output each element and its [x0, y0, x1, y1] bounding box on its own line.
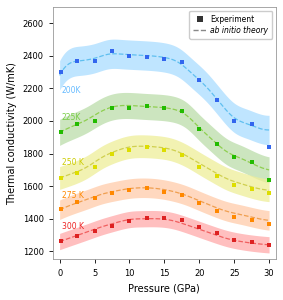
Point	[179, 60, 184, 65]
Point	[92, 164, 97, 169]
Point	[267, 177, 271, 182]
Point	[215, 98, 219, 102]
Point	[179, 153, 184, 158]
Text: 300 K: 300 K	[62, 222, 84, 231]
Text: 250 K: 250 K	[62, 158, 83, 167]
Point	[197, 224, 201, 229]
Point	[162, 148, 167, 153]
Point	[127, 106, 132, 110]
Point	[249, 159, 254, 164]
Point	[162, 215, 167, 220]
X-axis label: Pressure (GPa): Pressure (GPa)	[128, 283, 200, 293]
Point	[162, 106, 167, 110]
Point	[249, 218, 254, 223]
Point	[145, 185, 149, 190]
Point	[162, 190, 167, 194]
Point	[145, 55, 149, 60]
Point	[145, 104, 149, 109]
Point	[232, 118, 236, 123]
Point	[232, 215, 236, 220]
Point	[179, 193, 184, 197]
Point	[75, 58, 79, 63]
Point	[92, 229, 97, 233]
Point	[197, 127, 201, 131]
Point	[197, 78, 201, 83]
Point	[197, 201, 201, 206]
Point	[127, 148, 132, 153]
Point	[162, 57, 167, 62]
Point	[110, 106, 114, 110]
Point	[92, 58, 97, 63]
Point	[215, 231, 219, 236]
Point	[267, 242, 271, 247]
Text: 275 K: 275 K	[62, 190, 83, 200]
Point	[267, 221, 271, 226]
Text: 200K: 200K	[62, 85, 81, 94]
Text: 225K: 225K	[62, 113, 81, 122]
Point	[249, 122, 254, 127]
Point	[145, 215, 149, 220]
Point	[127, 219, 132, 224]
Point	[267, 190, 271, 195]
Y-axis label: Thermal conductivity (W/mK): Thermal conductivity (W/mK)	[7, 62, 17, 205]
Point	[232, 154, 236, 159]
Point	[59, 130, 63, 135]
Point	[59, 176, 63, 180]
Point	[179, 218, 184, 223]
Point	[75, 122, 79, 127]
Point	[145, 145, 149, 149]
Point	[215, 208, 219, 213]
Point	[197, 164, 201, 169]
Point	[110, 49, 114, 53]
Point	[92, 118, 97, 123]
Point	[92, 195, 97, 200]
Point	[75, 200, 79, 205]
Point	[267, 145, 271, 149]
Point	[59, 70, 63, 74]
Point	[127, 53, 132, 58]
Legend: Experiment, ab initio theory: Experiment, ab initio theory	[189, 11, 272, 39]
Point	[249, 240, 254, 245]
Point	[127, 188, 132, 193]
Point	[215, 174, 219, 179]
Point	[215, 141, 219, 146]
Point	[232, 238, 236, 242]
Point	[59, 238, 63, 243]
Point	[110, 190, 114, 195]
Point	[110, 151, 114, 156]
Point	[179, 109, 184, 114]
Point	[75, 171, 79, 176]
Point	[249, 187, 254, 192]
Point	[75, 233, 79, 238]
Point	[110, 224, 114, 229]
Point	[232, 182, 236, 187]
Point	[59, 207, 63, 212]
